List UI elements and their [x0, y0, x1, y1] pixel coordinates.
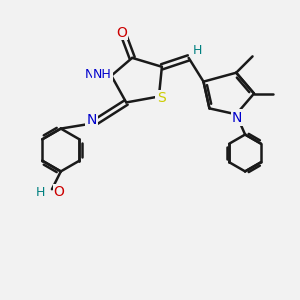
- Text: H: H: [192, 44, 202, 57]
- Text: NH: NH: [93, 68, 112, 81]
- Text: O: O: [116, 26, 127, 40]
- Text: S: S: [158, 91, 166, 105]
- Text: O: O: [53, 185, 64, 199]
- Text: O: O: [116, 26, 127, 40]
- Text: N: N: [87, 113, 97, 127]
- Text: H: H: [192, 44, 202, 57]
- Text: S: S: [156, 91, 165, 105]
- Text: N: N: [232, 111, 242, 125]
- Text: N: N: [85, 115, 96, 129]
- Text: NH: NH: [84, 68, 103, 81]
- Text: H: H: [36, 186, 45, 199]
- Text: N: N: [232, 110, 242, 124]
